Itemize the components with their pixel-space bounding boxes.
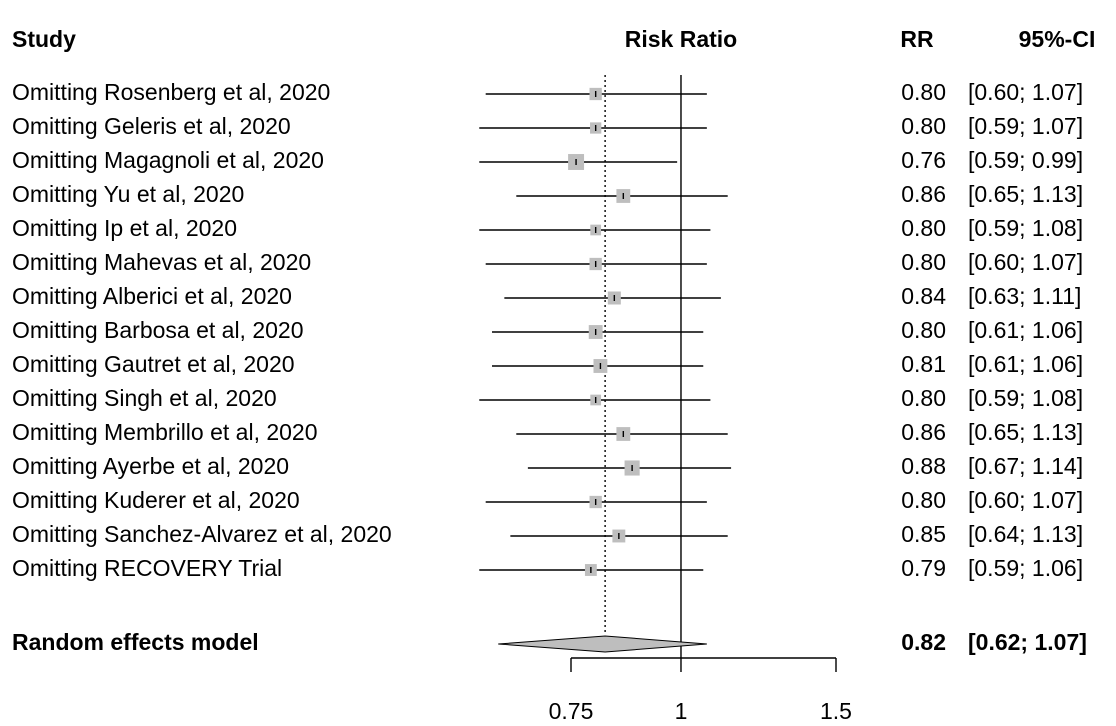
study-label: Omitting Kuderer et al, 2020 bbox=[12, 487, 300, 513]
study-label: Omitting Magagnoli et al, 2020 bbox=[12, 147, 324, 173]
rr-value: 0.80 bbox=[901, 385, 946, 411]
ci-value: [0.59; 0.99] bbox=[968, 147, 1083, 173]
rr-value: 0.80 bbox=[901, 317, 946, 343]
ci-value: [0.59; 1.07] bbox=[968, 113, 1083, 139]
x-tick-label: 0.75 bbox=[549, 698, 594, 724]
study-label: Omitting Ip et al, 2020 bbox=[12, 215, 237, 241]
study-label: Omitting Membrillo et al, 2020 bbox=[12, 419, 318, 445]
rr-value: 0.79 bbox=[901, 555, 946, 581]
ci-value: [0.65; 1.13] bbox=[968, 419, 1083, 445]
ci-value: [0.67; 1.14] bbox=[968, 453, 1083, 479]
ci-value: [0.60; 1.07] bbox=[968, 249, 1083, 275]
rr-value: 0.86 bbox=[901, 181, 946, 207]
rr-value: 0.84 bbox=[901, 283, 946, 309]
ci-value: [0.59; 1.08] bbox=[968, 385, 1083, 411]
study-label: Omitting Ayerbe et al, 2020 bbox=[12, 453, 289, 479]
summary-ci-value: [0.62; 1.07] bbox=[968, 629, 1087, 655]
ci-value: [0.60; 1.07] bbox=[968, 487, 1083, 513]
study-label: Omitting Mahevas et al, 2020 bbox=[12, 249, 311, 275]
header-risk-ratio: Risk Ratio bbox=[625, 26, 737, 52]
study-label: Omitting Rosenberg et al, 2020 bbox=[12, 79, 330, 105]
summary-diamond bbox=[498, 635, 707, 653]
rr-value: 0.80 bbox=[901, 79, 946, 105]
header-ci: 95%-CI bbox=[1019, 26, 1096, 52]
study-label: Omitting Gautret et al, 2020 bbox=[12, 351, 295, 377]
rr-value: 0.88 bbox=[901, 453, 946, 479]
study-label: Omitting Barbosa et al, 2020 bbox=[12, 317, 304, 343]
x-tick-label: 1 bbox=[675, 698, 688, 724]
summary-label: Random effects model bbox=[12, 629, 259, 655]
rr-value: 0.80 bbox=[901, 215, 946, 241]
study-label: Omitting Sanchez-Alvarez et al, 2020 bbox=[12, 521, 392, 547]
study-label: Omitting Yu et al, 2020 bbox=[12, 181, 244, 207]
header-rr: RR bbox=[900, 26, 934, 52]
rr-value: 0.80 bbox=[901, 113, 946, 139]
study-label: Omitting Singh et al, 2020 bbox=[12, 385, 277, 411]
ci-value: [0.60; 1.07] bbox=[968, 79, 1083, 105]
ci-value: [0.65; 1.13] bbox=[968, 181, 1083, 207]
rr-value: 0.85 bbox=[901, 521, 946, 547]
ci-value: [0.61; 1.06] bbox=[968, 351, 1083, 377]
header-study: Study bbox=[12, 26, 76, 52]
ci-value: [0.64; 1.13] bbox=[968, 521, 1083, 547]
ci-value: [0.59; 1.08] bbox=[968, 215, 1083, 241]
x-tick-label: 1.5 bbox=[820, 698, 852, 724]
ci-value: [0.63; 1.11] bbox=[968, 283, 1081, 309]
ci-value: [0.61; 1.06] bbox=[968, 317, 1083, 343]
rr-value: 0.80 bbox=[901, 249, 946, 275]
study-label: Omitting Geleris et al, 2020 bbox=[12, 113, 291, 139]
study-label: Omitting RECOVERY Trial bbox=[12, 555, 282, 581]
rr-value: 0.80 bbox=[901, 487, 946, 513]
rr-value: 0.76 bbox=[901, 147, 946, 173]
summary-rr-value: 0.82 bbox=[901, 629, 946, 655]
rr-value: 0.81 bbox=[901, 351, 946, 377]
ci-value: [0.59; 1.06] bbox=[968, 555, 1083, 581]
study-label: Omitting Alberici et al, 2020 bbox=[12, 283, 292, 309]
rr-value: 0.86 bbox=[901, 419, 946, 445]
